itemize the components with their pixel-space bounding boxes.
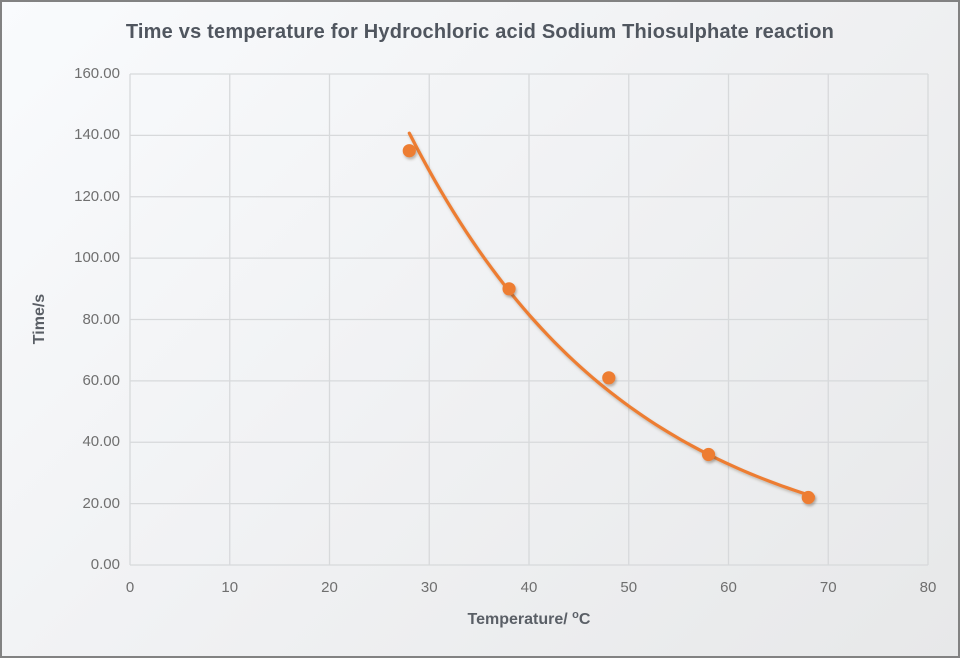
gridlines — [129, 73, 929, 566]
data-point-marker — [502, 282, 516, 296]
y-tick-label: 20.00 — [82, 494, 120, 512]
x-tick-label: 20 — [321, 579, 338, 596]
data-point-marker — [602, 371, 616, 385]
series-layer — [402, 131, 815, 505]
data-point-marker — [801, 490, 815, 505]
x-axis-title-prefix: Temperature/ — [467, 611, 573, 629]
x-tick-label: 40 — [520, 579, 538, 596]
data-point-marker — [402, 144, 416, 158]
y-tick-label: 40.00 — [82, 433, 120, 451]
y-tick-label: 160.00 — [74, 65, 120, 82]
x-axis-title: Temperature/ oC — [468, 609, 591, 629]
x-axis-title-unit: C — [578, 611, 591, 629]
trendline-path — [407, 131, 815, 499]
y-tick-label: 80.00 — [82, 310, 120, 328]
y-tick-label: 60.00 — [82, 371, 120, 389]
x-tick-label: 10 — [221, 579, 239, 596]
chart-title: Time vs temperature for Hydrochloric aci… — [125, 21, 835, 43]
x-tick-label: 30 — [420, 579, 438, 596]
x-tick-label: 80 — [919, 579, 937, 596]
x-tick-label: 0 — [125, 579, 135, 596]
y-tick-label: 140.00 — [74, 126, 120, 144]
x-tick-label: 50 — [620, 579, 638, 596]
x-tick-label: 60 — [720, 579, 737, 596]
data-point-marker — [701, 447, 716, 462]
y-tick-label: 100.00 — [74, 249, 120, 267]
x-tick-label: 70 — [819, 579, 837, 596]
y-tick-label: 120.00 — [74, 187, 120, 205]
y-tick-label: 0.00 — [90, 556, 120, 573]
x-axis-title-degree: o — [572, 608, 579, 621]
